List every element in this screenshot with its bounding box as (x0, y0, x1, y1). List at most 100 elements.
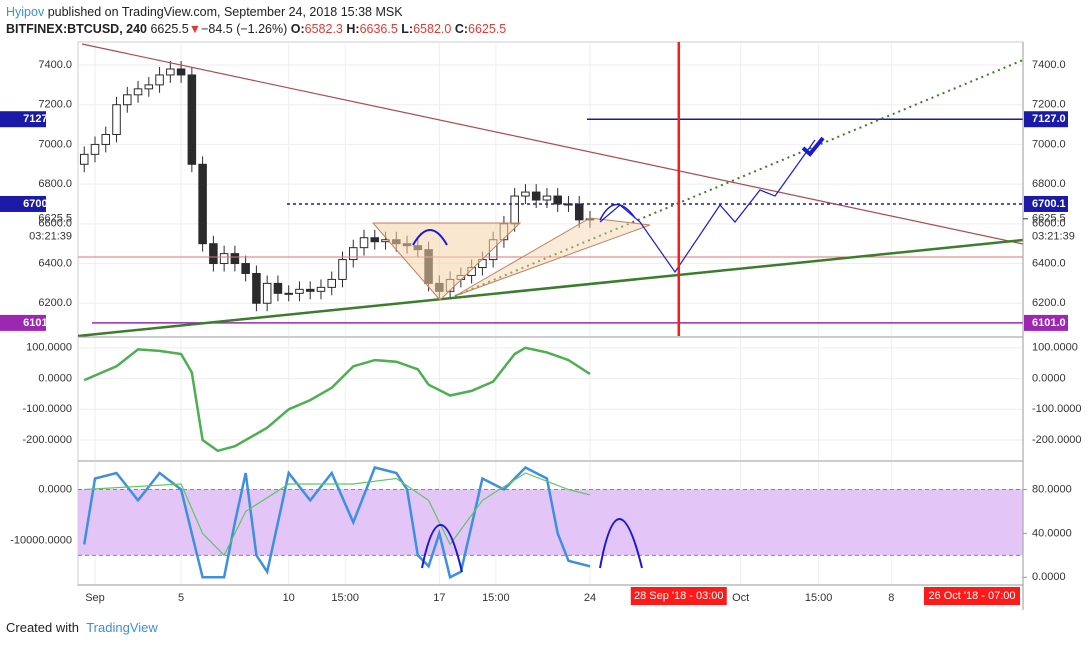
candle-body (370, 237, 380, 243)
y-tick-label: 0.0000 (38, 483, 72, 495)
change: −84.5 (−1.26%) (201, 22, 288, 36)
y-tick-label: 7000.0 (1032, 138, 1066, 150)
candle-body (176, 68, 186, 76)
last: 6625.5 (150, 22, 189, 36)
y-tick-label: 6200.0 (38, 297, 72, 309)
pattern-shape (454, 217, 651, 297)
price-label: 6700.1 (23, 198, 57, 210)
candle-body (187, 74, 197, 165)
price-label-box (1024, 111, 1068, 128)
y-tick-label: 6400.0 (1032, 257, 1066, 269)
time-marker-box (630, 587, 727, 605)
y-tick-label: 7400.0 (38, 59, 72, 71)
candle-body (209, 243, 218, 265)
time-marker-box (924, 587, 1020, 605)
y-tick-label: 6800.0 (38, 178, 72, 190)
h-label: H: (346, 22, 360, 36)
candle-body (295, 288, 304, 294)
x-tick-label: 24 (584, 592, 596, 604)
arc-arrow (599, 203, 636, 221)
candle-body (241, 263, 250, 274)
candle-body (112, 104, 121, 136)
current-price: 6625.5 (1032, 213, 1066, 225)
y-tick-label: 7200.0 (38, 99, 72, 111)
time-marker-label: 26 Oct '18 - 07:00 (928, 590, 1015, 602)
trend-line (77, 238, 1024, 338)
price-label: 6101.0 (23, 317, 57, 329)
candle-body (284, 292, 293, 295)
y-tick-label: 6200.0 (1032, 297, 1066, 309)
arrow: ▼ (188, 22, 202, 36)
candle-body (542, 195, 552, 201)
brand[interactable]: TradingView (86, 620, 158, 635)
y2-tick-label: 80.0000 (1032, 483, 1072, 495)
y-tick-label: -10000.0000 (10, 535, 72, 547)
price-label-box (1024, 314, 1068, 331)
h: 6636.5 (359, 22, 398, 36)
candle-body (316, 286, 326, 292)
pattern-shape (371, 222, 522, 301)
candle-body (252, 272, 261, 304)
candle-body (273, 282, 283, 294)
published: published on TradingView.com, September … (44, 5, 403, 19)
candle-body (262, 282, 272, 304)
x-tick-label: Sep (85, 592, 105, 604)
price-label-box (0, 195, 46, 212)
y-tick-label: 0.0000 (38, 372, 72, 384)
x-tick-label: 8 (888, 592, 894, 604)
price-label: 7127.0 (23, 113, 57, 125)
created: Created with (6, 620, 79, 635)
y-tick-label: 6600.0 (1032, 218, 1066, 230)
y-tick-label: 6600.0 (38, 218, 72, 230)
projection-line (454, 59, 1024, 297)
c: 6625.5 (468, 22, 507, 36)
candle-body (359, 237, 369, 249)
o: 6582.3 (304, 22, 343, 36)
x-tick-label: 15:00 (331, 592, 359, 604)
indicator-line (82, 465, 591, 580)
author[interactable]: Hyipov (6, 5, 45, 19)
y-tick-label: 7200.0 (1032, 99, 1066, 111)
price-label: 6101.0 (1032, 317, 1066, 329)
y-tick-label: -100.0000 (22, 403, 72, 415)
candle-body (155, 74, 164, 86)
price-label-box (1024, 195, 1068, 212)
candle-body (90, 143, 100, 155)
price-label-box (0, 314, 46, 331)
candle-body (531, 191, 541, 201)
y-tick-label: 100.0000 (1032, 342, 1078, 354)
y-tick-label: 6400.0 (38, 257, 72, 269)
countdown: 03:21:39 (1032, 231, 1075, 243)
x-tick-label: 5 (178, 592, 184, 604)
candle-body (338, 259, 347, 280)
candle-body (198, 163, 207, 245)
arc-arrow (421, 524, 463, 573)
x-tick-label: Oct (732, 592, 749, 604)
y-tick-label: 100.0000 (26, 342, 72, 354)
c-label: C: (454, 22, 469, 36)
l: 6582.0 (413, 22, 452, 36)
ohlc-line: BITFINEX:BTCUSD, 240 6625.5▼−84.5 (−1.26… (6, 21, 506, 38)
price-label: 6700.1 (1032, 198, 1066, 210)
l-label: L: (401, 22, 414, 36)
candle-body (133, 88, 143, 96)
current-price: 6625.5 (38, 213, 72, 225)
x-tick-label: 10 (283, 592, 295, 604)
candle-body (553, 195, 562, 205)
header: Hyipov published on TradingView.com, Sep… (6, 4, 506, 38)
candle-body (585, 218, 595, 221)
y-tick-label: 7000.0 (38, 138, 72, 150)
candle-body (219, 253, 229, 265)
candle-body (305, 288, 315, 292)
y-tick-label: -200.0000 (22, 434, 72, 446)
candle-body (230, 253, 240, 265)
candle-body (166, 68, 175, 76)
candle-body (79, 153, 89, 165)
y2-tick-label: 0.0000 (1032, 571, 1066, 583)
y-tick-label: 0.0000 (1032, 372, 1066, 384)
footer: Created with TradingView (6, 620, 158, 635)
candle-body (123, 94, 132, 106)
candle-body (101, 134, 111, 145)
time-marker-label: 28 Sep '18 - 03:00 (634, 590, 724, 602)
